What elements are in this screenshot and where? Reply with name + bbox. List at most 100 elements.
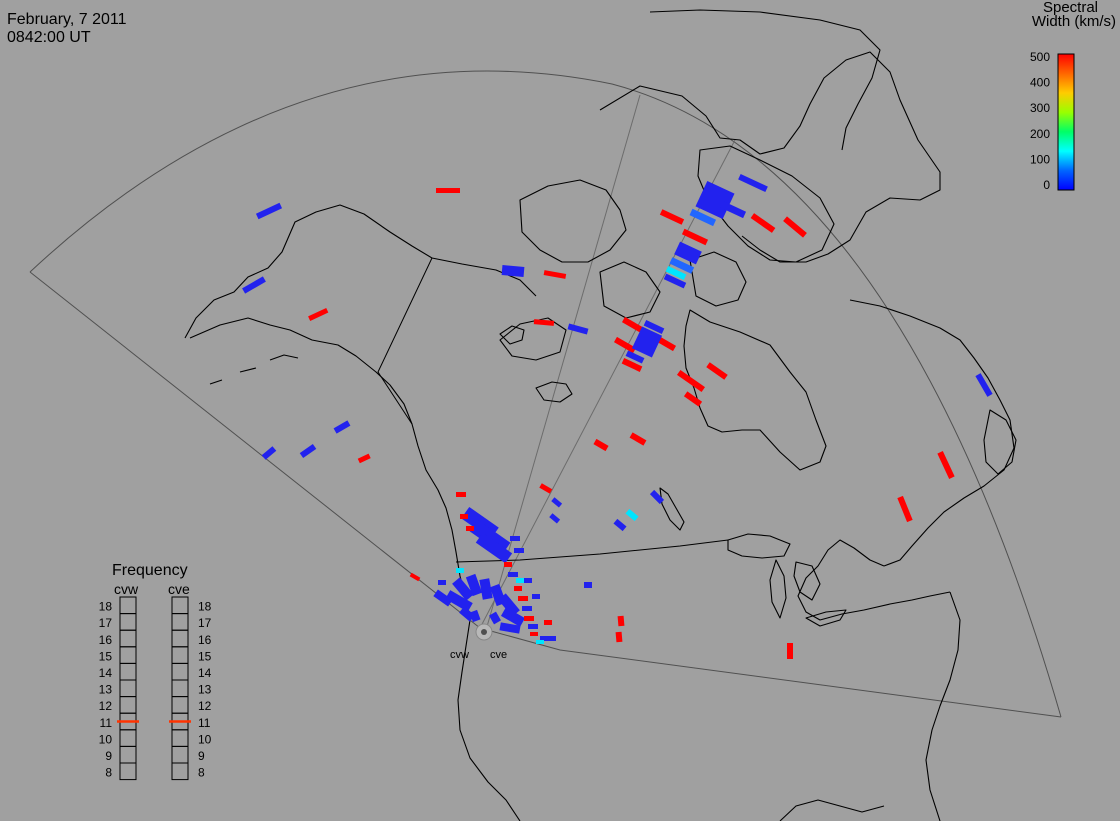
scatter-cell: [299, 443, 317, 459]
fov-left-edge: [29, 271, 481, 629]
header-date: February, 7 2011: [7, 11, 127, 28]
scatter-cell: [539, 483, 553, 494]
scatter-cell: [615, 631, 623, 643]
borders: [377, 257, 729, 563]
us-east-coast: [925, 591, 961, 821]
arctic-island-1: [599, 51, 941, 263]
frequency-cell: [171, 762, 189, 781]
scatter-cell: [500, 607, 526, 627]
lake-superior: [727, 533, 791, 559]
scatter-cell: [617, 615, 625, 627]
legend-color-bar: [1057, 53, 1075, 191]
frequency-scale-label: 13: [99, 683, 113, 697]
legend-title-line1: Spectral: [1043, 0, 1098, 16]
scatter-cell: [504, 562, 512, 567]
scatter-cell: [479, 578, 493, 600]
scatter-cell: [659, 209, 685, 225]
scatter-cell: [643, 320, 665, 334]
cve-site-marker: [481, 629, 487, 635]
scatter-cell: [621, 316, 645, 334]
scatter-cell: [357, 453, 371, 464]
scatter-cell: [532, 594, 540, 599]
scatter-cells: [242, 173, 993, 659]
aleutian-islands: [209, 354, 299, 385]
frequency-title: Frequency: [112, 562, 188, 579]
great-slave-lake: [535, 381, 573, 403]
scatter-cell: [551, 497, 563, 508]
header-time: 0842:00 UT: [7, 29, 91, 46]
scatter-cell: [466, 526, 474, 531]
alaska-canada-border: [377, 257, 433, 425]
frequency-scale-label: 8: [198, 766, 205, 780]
scatter-cell: [333, 420, 351, 434]
scatter-cell: [409, 572, 421, 582]
frequency-scale-label: 17: [99, 616, 113, 630]
frequency-scale-label: 13: [198, 683, 212, 697]
cvw-label: cvw: [450, 649, 469, 661]
frequency-scale-label: 15: [99, 649, 113, 663]
frequency-scale-label: 16: [99, 633, 113, 647]
scatter-cell: [750, 213, 776, 233]
legend-tick-label: 500: [1030, 50, 1050, 64]
scatter-cell: [499, 622, 521, 634]
scatter-cell: [489, 611, 501, 625]
scatter-cell: [528, 624, 538, 629]
spectral-width-legend: Spectral Width (km/s) 500 400 300 200 100 0: [1030, 0, 1116, 192]
scatter-cell: [501, 265, 525, 277]
frequency-panel: Frequency cvw cve 1817161514131211109818…: [99, 562, 212, 781]
scatter-cell: [498, 593, 520, 617]
scatter-cell: [567, 323, 589, 335]
scatter-cell: [533, 319, 555, 326]
scatter-cell: [787, 643, 793, 659]
scatter-cell: [669, 257, 695, 274]
scatter-cell: [706, 362, 728, 380]
scatter-cell: [460, 514, 468, 519]
legend-tick-label: 200: [1030, 127, 1050, 141]
lake-winnipeg: [659, 487, 685, 531]
fov-right-edge: [479, 627, 1062, 718]
scatter-cell: [674, 241, 702, 265]
frequency-scale-label: 9: [198, 749, 205, 763]
frequency-scale-label: 16: [198, 633, 212, 647]
frequency-scale-label: 11: [100, 716, 113, 730]
scatter-cell: [510, 536, 520, 541]
greenland: [649, 9, 881, 151]
scatter-cell: [522, 606, 532, 611]
legend-tick-label: 0: [1043, 178, 1050, 192]
scatter-cell: [459, 606, 475, 622]
arctic-island-2: [519, 179, 627, 263]
frequency-scale-label: 9: [105, 749, 112, 763]
arctic-island-3: [499, 317, 567, 361]
scatter-cell: [593, 438, 609, 452]
frequency-scale-label: 14: [198, 666, 212, 680]
scatter-cell: [438, 580, 446, 585]
scatter-cell: [897, 495, 913, 523]
scatter-cell: [456, 492, 466, 497]
frequency-scale-label: 18: [99, 600, 113, 614]
newfoundland: [983, 409, 1017, 475]
legend-ticks: 500 400 300 200 100 0: [1030, 50, 1050, 192]
scatter-cell: [308, 307, 329, 321]
scatter-cell: [613, 518, 627, 532]
frequency-col-cvw-label: cvw: [114, 581, 139, 597]
lake-erie: [805, 609, 847, 627]
scatter-cell: [738, 173, 768, 193]
arctic-island-4: [599, 261, 661, 319]
scatter-cell: [465, 573, 483, 597]
frequency-scale-label: 18: [198, 600, 212, 614]
scatter-cell: [242, 276, 266, 294]
frequency-scale-label: 10: [198, 732, 212, 746]
legend-tick-label: 300: [1030, 101, 1050, 115]
hudson-bay: [683, 309, 827, 471]
scatter-cell: [530, 632, 538, 636]
fov-outer-arc: [29, 70, 1062, 718]
gulf-coast: [779, 799, 885, 821]
lake-michigan: [769, 559, 787, 619]
frequency-scale-label: 12: [198, 699, 212, 713]
frequency-scale-label: 10: [99, 732, 113, 746]
scatter-cell: [613, 336, 637, 354]
scatter-cell: [683, 391, 703, 407]
scatter-cell: [433, 589, 453, 607]
